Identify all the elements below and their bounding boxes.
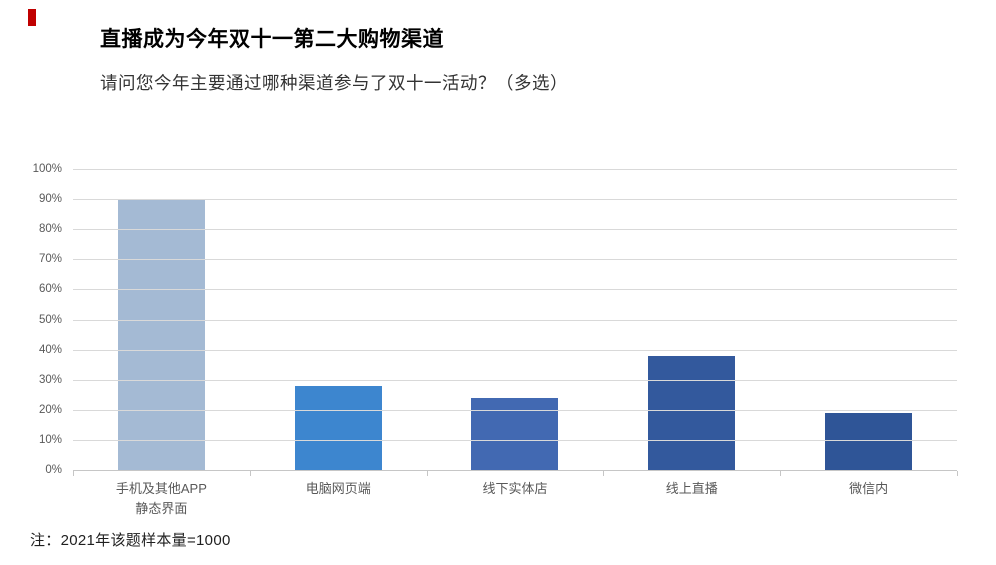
chart-subtitle: 请问您今年主要通过哪种渠道参与了双十一活动？（多选） [100,73,568,93]
bar [648,355,736,470]
y-tick-label: 20% [38,403,62,416]
x-category-label-line: 手机及其他APP [115,481,207,496]
gridline [73,349,957,351]
x-category-label-line: 线下实体店 [482,481,548,496]
x-axis-labels: 手机及其他APP 静态界面 电脑网页端 线下实体店 线上直播 微信内 [73,479,957,519]
gridline [73,259,957,261]
bar-slot [73,168,250,470]
gridline [73,379,957,381]
y-tick-label: 60% [38,283,62,296]
x-category-label: 电脑网页端 [250,479,427,519]
x-axis-line [73,470,957,471]
y-tick-label: 80% [38,223,62,236]
y-tick-label: 100% [32,163,62,175]
bar-slot [780,168,957,470]
x-category-label: 线下实体店 [427,479,604,519]
bar [117,199,205,470]
x-axis-tick [603,471,605,476]
x-category-label: 微信内 [780,479,957,519]
chart-title: 直播成为今年双十一第二大购物渠道 [100,28,444,51]
bar-series [73,168,957,470]
y-tick-label: 40% [38,343,62,356]
bar-slot [250,168,427,470]
y-tick-label: 10% [38,433,62,446]
y-tick-label: 0% [45,464,62,476]
bar-slot [603,168,780,470]
x-axis-tick [73,471,74,476]
bar [294,385,382,470]
x-category-label: 线上直播 [603,479,780,519]
x-category-label-line: 电脑网页端 [305,481,371,496]
gridline [73,409,957,411]
bar [471,397,559,470]
plot-area [73,168,958,476]
gridline [73,229,957,231]
x-axis-tick [780,471,782,476]
x-category-label-line: 静态界面 [135,501,188,516]
title-accent-bar [28,9,36,26]
y-tick-label: 70% [38,253,62,266]
y-tick-label: 90% [38,193,62,206]
gridline [73,439,957,441]
gridline [73,199,957,201]
x-category-label-line: 微信内 [849,481,889,496]
bar [825,412,913,470]
y-tick-label: 30% [38,373,62,386]
x-category-label-line: 线上直播 [665,481,718,496]
x-axis-tick [249,471,251,476]
x-axis-tick [426,471,428,476]
x-category-label: 手机及其他APP 静态界面 [73,479,250,519]
y-tick-label: 50% [38,313,62,326]
gridline [73,319,957,321]
footnote: 注：2021年该题样本量=1000 [30,532,231,549]
gridline [73,169,957,170]
x-axis-tick [957,471,958,476]
gridline [73,289,957,291]
